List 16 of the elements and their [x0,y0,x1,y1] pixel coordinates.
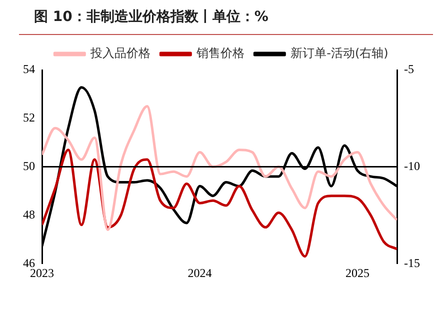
y-tick-label: 50 [23,158,35,173]
legend-label: 新订单-活动(右轴) [290,46,388,60]
y2-tick-label: -5 [404,62,414,76]
x-tick-label: 2025 [346,266,370,280]
y-tick-label: 48 [23,207,35,222]
line-series [42,148,398,258]
legend-label: 投入品价格 [90,46,151,60]
line-series [42,105,398,231]
chart-title: 图 10：非制造业价格指数丨单位：% [34,8,268,26]
y-tick-label: 46 [23,256,35,270]
y2-tick-label: -10 [404,158,420,173]
legend-label: 销售价格 [196,46,245,60]
x-tick-label: 2024 [188,266,212,280]
y-tick-label: 52 [23,110,35,125]
y2-tick-label: -15 [404,256,420,270]
y-tick-label: 54 [23,62,35,76]
